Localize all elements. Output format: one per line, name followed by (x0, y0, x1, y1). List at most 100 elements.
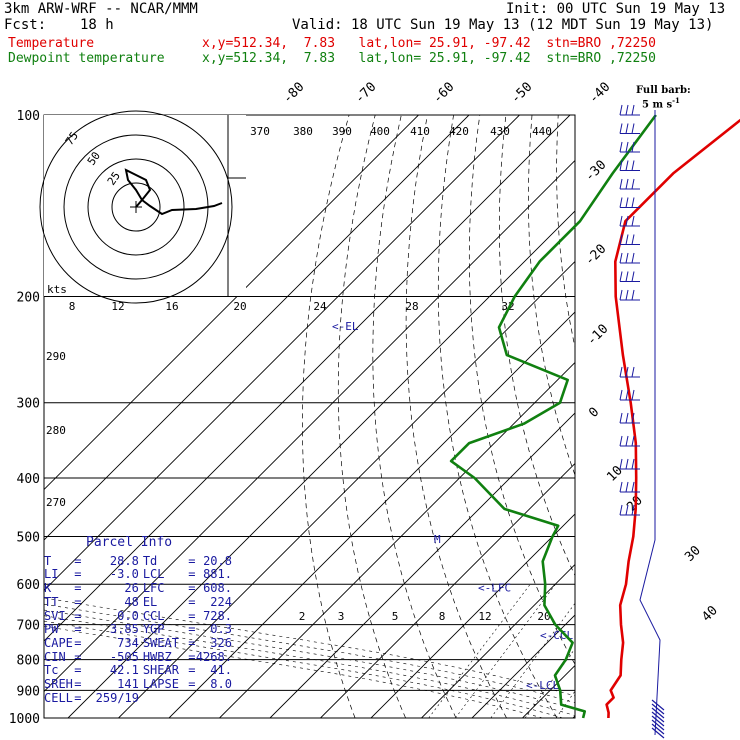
wind-barb (619, 234, 640, 245)
surface-wind-barb (651, 703, 665, 715)
barb-title-sup: -1 (672, 96, 680, 105)
equals-sign: = (188, 649, 196, 664)
parcel-info-row: PW = 3.85 YGP = 0.3 (44, 623, 232, 637)
moist-adiabat (44, 597, 575, 697)
wind-barb-flag (631, 412, 635, 424)
pressure-tick-label: 1000 (9, 712, 40, 727)
wind-barb-flag (619, 104, 623, 116)
barb-title: Full barb: 5 m s-1 (636, 86, 691, 110)
wind-barb-flag (625, 160, 629, 171)
parcel-v2: 4268. (195, 649, 232, 664)
hodograph-unit-label: kts (47, 283, 67, 296)
parcel-k2: LCL (142, 567, 165, 582)
wind-barb-flag (631, 366, 635, 378)
wind-barb (619, 215, 640, 227)
parcel-v1: 42.1 (109, 663, 139, 678)
theta-label: 440 (532, 125, 552, 138)
parcel-v2: 728. (203, 608, 232, 623)
equals-sign: = (188, 553, 196, 568)
isotherm-line (320, 462, 575, 718)
wind-barb (619, 197, 640, 208)
equals-sign: = (74, 649, 82, 664)
wind-barb-flag (631, 141, 635, 153)
mixing-ratio-line (455, 584, 556, 718)
isotherm-line (44, 115, 520, 592)
wind-barb-flag (619, 141, 623, 153)
wind-barb (619, 289, 640, 301)
parcel-k1: CELL (44, 690, 73, 705)
theta-label: 410 (410, 125, 430, 138)
isotherm-line (725, 115, 740, 718)
level-marker-m: M (434, 533, 441, 546)
equals-sign: = (74, 635, 82, 650)
parcel-info-row: T = 28.8 Td = 20.8 (44, 553, 232, 569)
parcel-v1: 26 (124, 581, 139, 596)
wind-barb (619, 504, 640, 516)
wind-barb-flag (625, 197, 629, 208)
isotherm-line (44, 159, 575, 693)
dry-adiabat (715, 115, 740, 718)
equals-sign: = (74, 663, 82, 678)
parcel-info-panel: Parcel Info T = 28.8 Td = 20.8 LI = -3.0 LCL = 881.… (44, 536, 232, 734)
hodograph-ring-label: 75 (63, 129, 81, 147)
parcel-info-title: Parcel Info (86, 535, 173, 550)
parcel-k1: SREH (44, 677, 73, 692)
hodograph-ring-label: 25 (105, 169, 123, 187)
level-marker-lfc: <-LFC (478, 582, 511, 595)
theta-label: 430 (490, 125, 510, 138)
wind-barb (619, 178, 640, 190)
equals-sign: = (74, 594, 82, 609)
fcst-label: Fcst: (4, 17, 47, 33)
wind-barb-flag (625, 504, 629, 516)
dewpoint-profile-line (449, 114, 657, 719)
theta-label: 420 (449, 125, 469, 138)
surface-wind-barb (651, 727, 665, 739)
isotherm-top-label: -70 (352, 80, 379, 107)
wind-barb (619, 366, 640, 378)
dry-adiabat (584, 115, 740, 718)
fcst-value: 18 h (80, 17, 114, 33)
equals-sign: = (74, 553, 82, 568)
speed-tick-label: 12 (111, 300, 124, 313)
parcel-k1: T (44, 553, 52, 568)
wind-barb-flag (619, 197, 623, 208)
parcel-k1: LI (44, 567, 59, 582)
isotherm-line (421, 563, 575, 718)
mixing-ratio-line (597, 584, 689, 718)
wind-barb-flag (625, 234, 629, 245)
wind-barb-flag (619, 271, 623, 282)
equals-sign: = (74, 690, 82, 705)
equals-sign: = (188, 567, 196, 582)
wind-barb-flag (625, 141, 629, 153)
isotherm-side-label: -30 (582, 158, 609, 185)
dry-adiabat (405, 115, 507, 718)
parcel-k1: PW (44, 622, 59, 637)
surface-wind-barb (651, 707, 665, 719)
wind-barb-flag (631, 504, 635, 516)
isotherm-line (44, 115, 419, 491)
wind-barb-flag (631, 458, 635, 470)
wind-barb-flag (619, 289, 623, 301)
isotherm-line (168, 311, 575, 718)
parcel-v2: 608. (203, 581, 232, 596)
barb-title-line1: Full barb: (636, 85, 691, 96)
wind-barb-flag (625, 104, 629, 116)
wind-barb (619, 412, 640, 424)
equals-sign: = (188, 635, 196, 650)
mixing-ratio-label: 3 (338, 610, 345, 623)
wind-barb-flag (619, 234, 623, 245)
surface-wind-barb (651, 715, 665, 727)
wind-barb-flag (625, 435, 629, 447)
parcel-v2: 224 (210, 594, 232, 609)
pressure-tick-label: 500 (17, 530, 40, 545)
isotherm-line (370, 513, 575, 718)
wind-barb-flag (631, 234, 635, 245)
isotherm-top-label: -60 (430, 80, 457, 107)
parcel-v2 (194, 692, 232, 706)
wind-barb-flag (619, 160, 623, 171)
parcel-k1: K (44, 581, 52, 596)
moist-adiabat (44, 609, 575, 710)
wind-barb-flag (625, 252, 629, 264)
level-marker-el: <-EL (332, 320, 359, 333)
